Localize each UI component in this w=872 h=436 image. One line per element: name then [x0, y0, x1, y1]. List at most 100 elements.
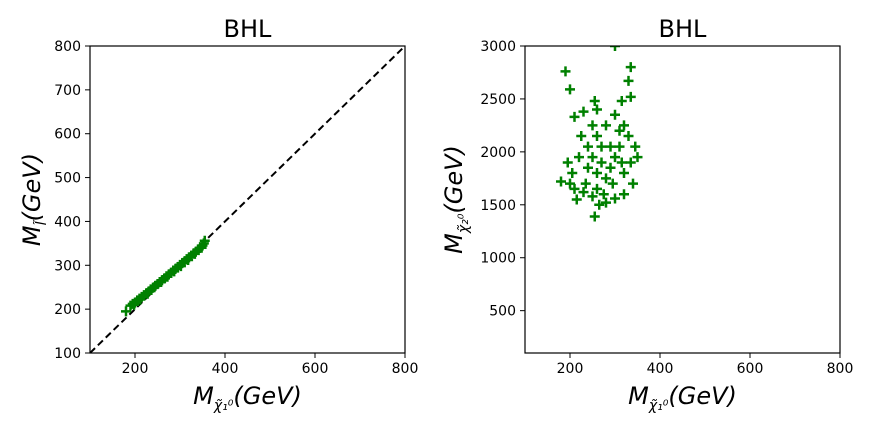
data-point-49 — [605, 141, 616, 152]
data-point-38 — [601, 173, 611, 184]
x-axis-label-subscript: χ̃₁⁰ — [648, 398, 669, 414]
data-point-41 — [162, 271, 173, 282]
data-point-48 — [596, 141, 607, 152]
data-point-39 — [149, 282, 160, 293]
data-point-29 — [574, 152, 584, 163]
data-point-47 — [587, 120, 598, 131]
y-tick-label: 800 — [54, 39, 81, 55]
x-tick-label: 800 — [392, 361, 419, 377]
plot-area — [90, 46, 405, 353]
x-axis-label-subscript: χ̃₁⁰ — [213, 398, 234, 414]
plot-area — [556, 46, 643, 222]
data-point-0 — [560, 66, 571, 77]
x-tick-label: 600 — [302, 361, 329, 377]
right-panel-scatter-neutralino2-vs-neutralino1: BHL 200 400 600 800 500 1000 1500 2000 2500 3000 Mχ… — [440, 15, 853, 414]
data-point-42 — [169, 266, 180, 277]
x-tick-label: 600 — [737, 361, 764, 377]
data-point-12 — [556, 176, 566, 187]
data-point-42 — [580, 178, 591, 189]
data-point-24 — [623, 130, 634, 141]
y-axis-label-subscript: χ̃₂⁰ — [456, 213, 472, 234]
data-point-11 — [610, 109, 620, 120]
data-point-52 — [598, 189, 609, 200]
data-point-8 — [578, 106, 589, 117]
data-point-6 — [616, 96, 627, 107]
x-tick-label: 400 — [212, 361, 239, 377]
y-axis-label: Ml̃(GeV) — [18, 153, 50, 246]
left-panel-scatter-slepton-vs-neutralino1: BHL 200 400 600 800 100 200 300 400 500 600 700 800 M… — [18, 15, 418, 414]
data-point-41 — [616, 157, 627, 168]
data-point-35 — [199, 235, 210, 246]
x-axis-label-unit: (GeV) — [233, 382, 302, 410]
data-point-5 — [625, 91, 636, 102]
data-point-53 — [625, 157, 636, 168]
data-point-45 — [619, 168, 629, 179]
y-tick-label: 2500 — [480, 92, 516, 108]
data-point-13 — [565, 178, 575, 189]
data-point-19 — [601, 197, 611, 208]
data-point-40 — [156, 276, 167, 287]
y-tick-label: 2000 — [480, 145, 516, 161]
y-axis-label-unit: (GeV) — [18, 153, 46, 222]
y-tick-label: 300 — [54, 258, 81, 274]
axes-frame — [524, 45, 841, 354]
data-point-50 — [614, 141, 625, 152]
data-point-27 — [562, 157, 573, 168]
data-point-45 — [189, 248, 200, 259]
data-point-7 — [589, 96, 600, 107]
data-point-37 — [587, 152, 598, 163]
data-point-34 — [583, 162, 593, 173]
y-axis-label-base: M — [18, 225, 46, 246]
x-tick-label: 800 — [827, 361, 854, 377]
y-tick-label: 400 — [54, 214, 81, 230]
data-point-43 — [592, 183, 602, 194]
chart-title: BHL — [224, 15, 273, 43]
y-tick-label: 500 — [54, 171, 81, 187]
data-point-51 — [571, 194, 582, 205]
data-point-33 — [614, 125, 625, 136]
y-axis-label-base: M — [440, 233, 468, 254]
data-point-46 — [196, 242, 207, 253]
y-axis-label: Mχ̃₂⁰(GeV) — [440, 145, 472, 254]
y-axis-label-unit: (GeV) — [440, 145, 468, 214]
data-point-4 — [623, 75, 634, 86]
data-point-22 — [628, 178, 638, 189]
y-axis-label-subscript: l̃ — [33, 219, 50, 226]
data-point-9 — [569, 111, 580, 122]
chart-title: BHL — [659, 15, 708, 43]
x-tick-label: 400 — [647, 361, 674, 377]
data-point-23 — [632, 152, 643, 163]
x-axis-label-base: M — [628, 382, 649, 410]
data-point-26 — [630, 141, 641, 152]
data-point-16 — [587, 191, 598, 202]
y-tick-label: 600 — [54, 127, 81, 143]
y-tick-label: 700 — [54, 83, 81, 99]
data-point-36 — [129, 299, 140, 310]
x-axis-label-unit: (GeV) — [668, 382, 737, 410]
y-tick-label: 1500 — [480, 198, 516, 214]
data-point-31 — [592, 130, 602, 141]
y-tick-label: 200 — [54, 302, 81, 318]
y-tick-label: 1000 — [480, 251, 516, 267]
data-point-28 — [567, 168, 578, 179]
x-tick-label: 200 — [557, 361, 584, 377]
axes-frame — [89, 45, 406, 354]
data-point-40 — [610, 152, 620, 163]
x-axis-label: Mχ̃₁⁰(GeV) — [628, 382, 737, 414]
data-point-18 — [589, 211, 600, 222]
data-point-46 — [576, 130, 587, 141]
data-point-10 — [592, 104, 602, 115]
data-point-21 — [619, 189, 629, 200]
data-point-2 — [610, 46, 620, 51]
y-tick-label: 3000 — [480, 39, 516, 55]
data-point-15 — [578, 187, 589, 198]
data-point-14 — [569, 183, 580, 194]
data-point-17 — [594, 199, 605, 210]
data-point-35 — [592, 168, 602, 179]
data-point-39 — [605, 162, 616, 173]
reference-line-diagonal — [90, 46, 405, 353]
data-point-38 — [142, 288, 153, 299]
data-point-3 — [625, 62, 636, 73]
data-point-43 — [175, 261, 186, 272]
